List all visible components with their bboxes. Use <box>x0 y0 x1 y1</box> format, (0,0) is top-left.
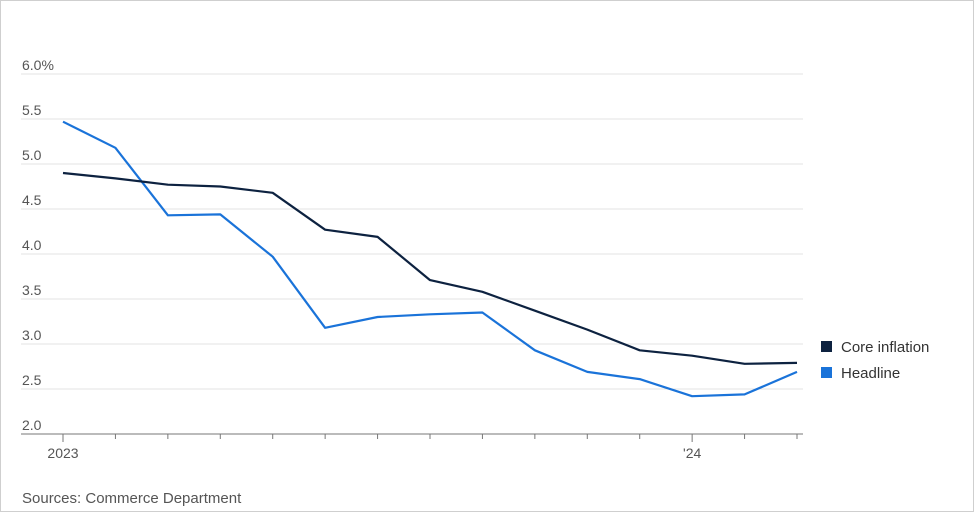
series-lines <box>62 120 798 398</box>
legend-swatch <box>821 341 832 352</box>
y-tick-label: 2.0 <box>22 417 42 433</box>
y-tick-label: 4.5 <box>22 192 42 208</box>
y-tick-label: 3.5 <box>22 282 42 298</box>
y-tick-label: 3.0 <box>22 327 42 343</box>
y-tick-label: 6.0% <box>22 57 54 73</box>
y-tick-label: 5.0 <box>22 147 42 163</box>
legend-label: Headline <box>841 365 900 382</box>
source-note: Sources: Commerce Department <box>22 490 242 507</box>
y-axis-labels: 2.0 2.5 3.0 3.5 4.0 4.5 5.0 5.5 6.0% <box>22 57 54 433</box>
legend-swatch <box>821 367 832 378</box>
x-tick-label: 2023 <box>47 445 78 461</box>
legend: Core inflation Headline <box>821 339 929 382</box>
y-tick-label: 4.0 <box>22 237 42 253</box>
grid-lines <box>21 73 803 390</box>
x-tick-label: '24 <box>683 445 701 461</box>
y-tick-label: 5.5 <box>22 102 42 118</box>
x-axis: 2023 '24 <box>21 433 803 461</box>
series-line-headline <box>62 120 798 398</box>
series-line-core-inflation <box>62 171 798 365</box>
legend-label: Core inflation <box>841 339 929 356</box>
y-tick-label: 2.5 <box>22 372 42 388</box>
